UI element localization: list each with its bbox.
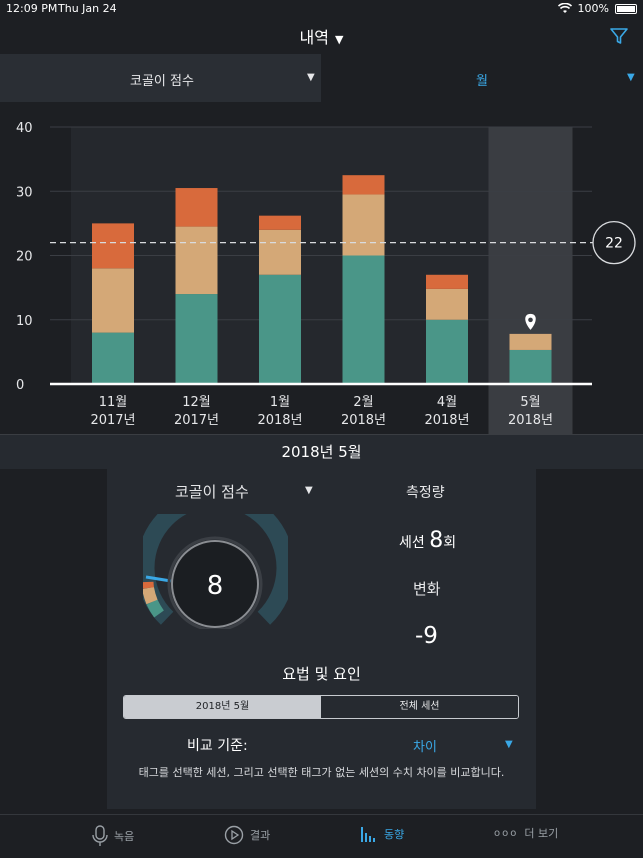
bar-segment <box>175 226 218 295</box>
tab-more-label: 더 보기 <box>524 827 559 840</box>
factors-title: 요법 및 요인 <box>282 665 361 683</box>
metric-dropdown-label: 코골이 점수 <box>130 74 194 89</box>
tab-bar: 녹음 결과 동향 ooo 더 보기 <box>0 814 643 858</box>
tab-results[interactable]: 결과 <box>224 825 270 845</box>
status-time: 12:09 PM <box>6 2 58 15</box>
x-tick-label-month: 5월 <box>520 395 540 410</box>
compare-dropdown[interactable]: 차이 <box>413 740 437 755</box>
bar-segment <box>509 349 552 384</box>
filter-icon[interactable] <box>609 26 629 46</box>
gauge-segment-teal <box>146 599 164 618</box>
bar-segment <box>342 194 385 256</box>
bar-segment <box>342 175 385 195</box>
x-tick-label-month: 4월 <box>437 395 457 410</box>
bar-segment <box>92 268 134 333</box>
tab-results-label: 결과 <box>250 829 271 842</box>
period-dropdown[interactable]: 월 ▼ <box>321 54 643 102</box>
x-tick-label-year: 2018년 <box>508 413 553 428</box>
x-tick-label-month: 12월 <box>182 395 211 410</box>
bar-segment <box>175 188 218 227</box>
battery-icon <box>615 3 637 14</box>
bar-segment <box>509 333 552 350</box>
segment-all-sessions[interactable]: 전체 세션 <box>321 696 518 718</box>
compare-label: 비교 기준: <box>187 738 248 754</box>
selected-column-highlight <box>488 127 573 434</box>
page-title-text: 내역 <box>299 28 329 47</box>
caret-down-icon: ▼ <box>307 72 315 83</box>
caret-down-icon[interactable]: ▼ <box>305 485 313 496</box>
y-tick-label: 0 <box>16 378 24 393</box>
tab-trends[interactable]: 동향 <box>360 825 404 843</box>
page-title[interactable]: 내역 ▼ <box>0 24 643 48</box>
location-pin-dot <box>528 317 533 323</box>
y-tick-label: 30 <box>16 185 33 200</box>
period-dropdown-label: 월 <box>476 74 488 89</box>
average-badge <box>592 220 636 265</box>
gauge-score: 8 <box>207 571 224 601</box>
bar-segment <box>259 215 301 230</box>
bar-segment <box>426 319 468 384</box>
y-tick-label: 20 <box>16 250 33 265</box>
bar-segment <box>175 294 218 384</box>
x-tick-label-year: 2017년 <box>174 413 219 428</box>
y-tick-label: 10 <box>16 314 33 329</box>
more-dots-icon: ooo <box>494 827 519 839</box>
metric-selector[interactable]: 코골이 점수 <box>175 483 249 501</box>
bar-segment <box>92 223 134 269</box>
status-date: Thu Jan 24 <box>58 2 117 15</box>
tab-record[interactable]: 녹음 <box>92 825 134 847</box>
session-count: 세션 8회 <box>399 528 456 553</box>
session-segmented-control: 2018년 5월 전체 세션 <box>123 695 519 719</box>
detail-panel: 코골이 점수 ▼ 측정량 세션 8회 변화 -9 8 요법 및 요인 2018년… <box>107 469 536 809</box>
bar-segment <box>426 288 468 320</box>
bar-segment <box>342 255 385 384</box>
caret-down-icon: ▼ <box>627 72 635 83</box>
selected-month-title: 2018년 5월 <box>0 435 643 469</box>
bar-segment <box>259 274 301 384</box>
compare-description: 태그를 선택한 세션, 그리고 선택한 태그가 없는 세션의 수치 차이를 비교… <box>138 766 505 779</box>
bar-segment <box>259 229 301 275</box>
bar-segment <box>426 274 468 289</box>
sessions-suffix: 회 <box>443 535 457 551</box>
x-tick-label-year: 2018년 <box>257 413 302 428</box>
gauge-segment-tan <box>143 586 158 605</box>
measure-title: 측정량 <box>406 485 445 501</box>
status-bar: 12:09 PM Thu Jan 24 100% <box>0 0 643 18</box>
sessions-number: 8 <box>429 528 444 553</box>
divider <box>0 434 643 435</box>
tab-record-label: 녹음 <box>114 830 135 843</box>
play-icon <box>224 825 244 845</box>
change-value: -9 <box>415 623 438 649</box>
bar-chart-icon <box>361 827 375 842</box>
average-label: 22 <box>605 236 623 252</box>
wifi-icon <box>557 3 572 13</box>
metric-dropdown[interactable]: 코골이 점수 ▼ <box>0 54 321 102</box>
tab-more[interactable]: ooo 더 보기 <box>494 825 558 841</box>
sessions-prefix: 세션 <box>399 535 425 551</box>
x-tick-label-year: 2018년 <box>341 413 386 428</box>
status-right: 100% <box>557 2 637 15</box>
change-title: 변화 <box>413 580 441 598</box>
x-tick-label-month: 11월 <box>99 395 128 410</box>
x-tick-label-year: 2017년 <box>90 413 135 428</box>
gauge-segment-orange <box>143 581 154 589</box>
bar-segment <box>92 332 134 384</box>
battery-percent: 100% <box>577 2 609 15</box>
trend-chart[interactable]: 0 10 20 30 40 22 11월 2017년 12월 2017년 1월 2018년 2월 2018… <box>0 112 643 434</box>
x-tick-label-year: 2018년 <box>424 413 469 428</box>
x-tick-label-month: 1월 <box>270 395 290 410</box>
gauge-indicator <box>145 575 172 583</box>
chevron-down-icon: ▼ <box>334 33 344 46</box>
microphone-icon <box>92 825 108 846</box>
score-gauge: 8 <box>143 514 288 629</box>
x-tick-label-month: 2월 <box>353 395 373 410</box>
segment-this-month[interactable]: 2018년 5월 <box>124 696 321 718</box>
caret-down-icon[interactable]: ▼ <box>505 739 513 750</box>
gauge-track <box>143 514 288 625</box>
tab-trends-label: 동향 <box>384 828 405 841</box>
y-tick-label: 40 <box>16 121 33 136</box>
